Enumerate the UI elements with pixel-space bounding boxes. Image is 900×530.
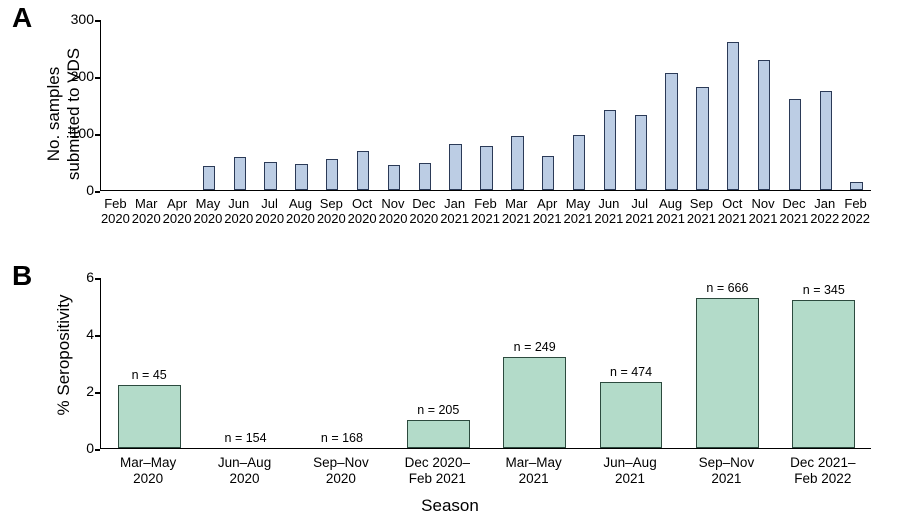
xtick-label: Jul2020	[253, 197, 287, 227]
ytick-label: 100	[58, 125, 94, 141]
bar	[449, 144, 461, 190]
bar	[542, 156, 554, 190]
xtick-label: Feb2021	[469, 197, 503, 227]
n-label: n = 205	[398, 403, 478, 417]
bar	[480, 146, 492, 190]
panel-a-letter: A	[12, 2, 32, 34]
xtick-label: Nov2021	[746, 197, 780, 227]
ytick-label: 0	[58, 182, 94, 198]
xtick-label: Jun2021	[592, 197, 626, 227]
ytick-mark	[95, 392, 100, 394]
xtick-label: Aug2020	[283, 197, 317, 227]
xtick-label: Sep–Nov2020	[296, 455, 386, 486]
bar	[503, 357, 566, 448]
xtick-label: Apr2021	[530, 197, 564, 227]
n-label: n = 666	[687, 281, 767, 295]
xtick-label: Sep2020	[314, 197, 348, 227]
ytick-mark	[95, 449, 100, 451]
xtick-label: Feb2020	[98, 197, 132, 227]
bar	[696, 87, 708, 190]
xtick-label: Jun–Aug2020	[200, 455, 290, 486]
ytick-label: 4	[58, 326, 94, 342]
panel-a-plot-area	[100, 20, 871, 191]
panel-b-ylabel: % Seropositivity	[54, 280, 74, 430]
ytick-label: 200	[58, 68, 94, 84]
bar	[727, 42, 739, 190]
xtick-label: Dec 2020–Feb 2021	[392, 455, 482, 486]
xtick-label: Oct2020	[345, 197, 379, 227]
n-label: n = 168	[302, 431, 382, 445]
ytick-mark	[95, 77, 100, 79]
bar	[792, 300, 855, 448]
figure-container: A No. samplessubmitted to VDS 0 100 200 300…	[0, 0, 900, 530]
panel-a: A No. samplessubmitted to VDS 0 100 200 300…	[0, 0, 900, 260]
xtick-label: Jun–Aug2021	[585, 455, 675, 486]
bar	[604, 110, 616, 190]
xtick-label: Oct2021	[715, 197, 749, 227]
xtick-label: Jul2021	[623, 197, 657, 227]
bar	[850, 182, 862, 190]
panel-b: B % Seropositivity n = 45n = 154n = 168n…	[0, 260, 900, 530]
ytick-label: 300	[58, 11, 94, 27]
bar	[665, 73, 677, 190]
xtick-label: Dec 2021–Feb 2022	[778, 455, 868, 486]
bar	[419, 163, 431, 190]
xtick-label: Mar2020	[129, 197, 163, 227]
ytick-label: 2	[58, 383, 94, 399]
n-label: n = 154	[206, 431, 286, 445]
bar	[573, 135, 585, 190]
bar	[388, 165, 400, 190]
xtick-label: Jun2020	[222, 197, 256, 227]
bar	[511, 136, 523, 190]
n-label: n = 345	[784, 283, 864, 297]
ytick-label: 6	[58, 269, 94, 285]
bar	[295, 164, 307, 190]
bar	[234, 157, 246, 190]
bar	[264, 162, 276, 191]
bar	[118, 385, 181, 448]
panel-b-plot-area: n = 45 n = 154 n = 168 n = 205 n = 249 n = 47…	[100, 278, 871, 449]
n-label: n = 474	[591, 365, 671, 379]
xtick-label: Mar–May2020	[103, 455, 193, 486]
bar	[407, 420, 470, 449]
panel-b-letter: B	[12, 260, 32, 292]
xtick-label: May2020	[191, 197, 225, 227]
panel-a-ylabel: No. samplessubmitted to VDS	[44, 24, 84, 204]
xtick-label: May2021	[561, 197, 595, 227]
n-label: n = 45	[109, 368, 189, 382]
ytick-label: 0	[58, 440, 94, 456]
ytick-mark	[95, 134, 100, 136]
x-axis-label: Season	[0, 496, 900, 516]
bar	[357, 151, 369, 190]
xtick-label: Mar–May2021	[489, 455, 579, 486]
bar	[635, 115, 647, 190]
xtick-label: Dec2020	[407, 197, 441, 227]
bar	[820, 91, 832, 190]
xtick-label: Aug2021	[654, 197, 688, 227]
xtick-label: Jan2022	[808, 197, 842, 227]
bar	[696, 298, 759, 448]
bar	[203, 166, 215, 190]
ytick-mark	[95, 278, 100, 280]
xtick-label: Dec2021	[777, 197, 811, 227]
xtick-label: Jan2021	[438, 197, 472, 227]
bar	[789, 99, 801, 190]
xtick-label: Mar2021	[499, 197, 533, 227]
ytick-mark	[95, 191, 100, 193]
ytick-mark	[95, 20, 100, 22]
xtick-label: Apr2020	[160, 197, 194, 227]
xtick-label: Sep–Nov2021	[681, 455, 771, 486]
xtick-label: Nov2020	[376, 197, 410, 227]
bar	[326, 159, 338, 190]
n-label: n = 249	[495, 340, 575, 354]
bar	[600, 382, 663, 448]
xtick-label: Feb2022	[839, 197, 873, 227]
ytick-mark	[95, 335, 100, 337]
xtick-label: Sep2021	[684, 197, 718, 227]
bar	[758, 60, 770, 190]
